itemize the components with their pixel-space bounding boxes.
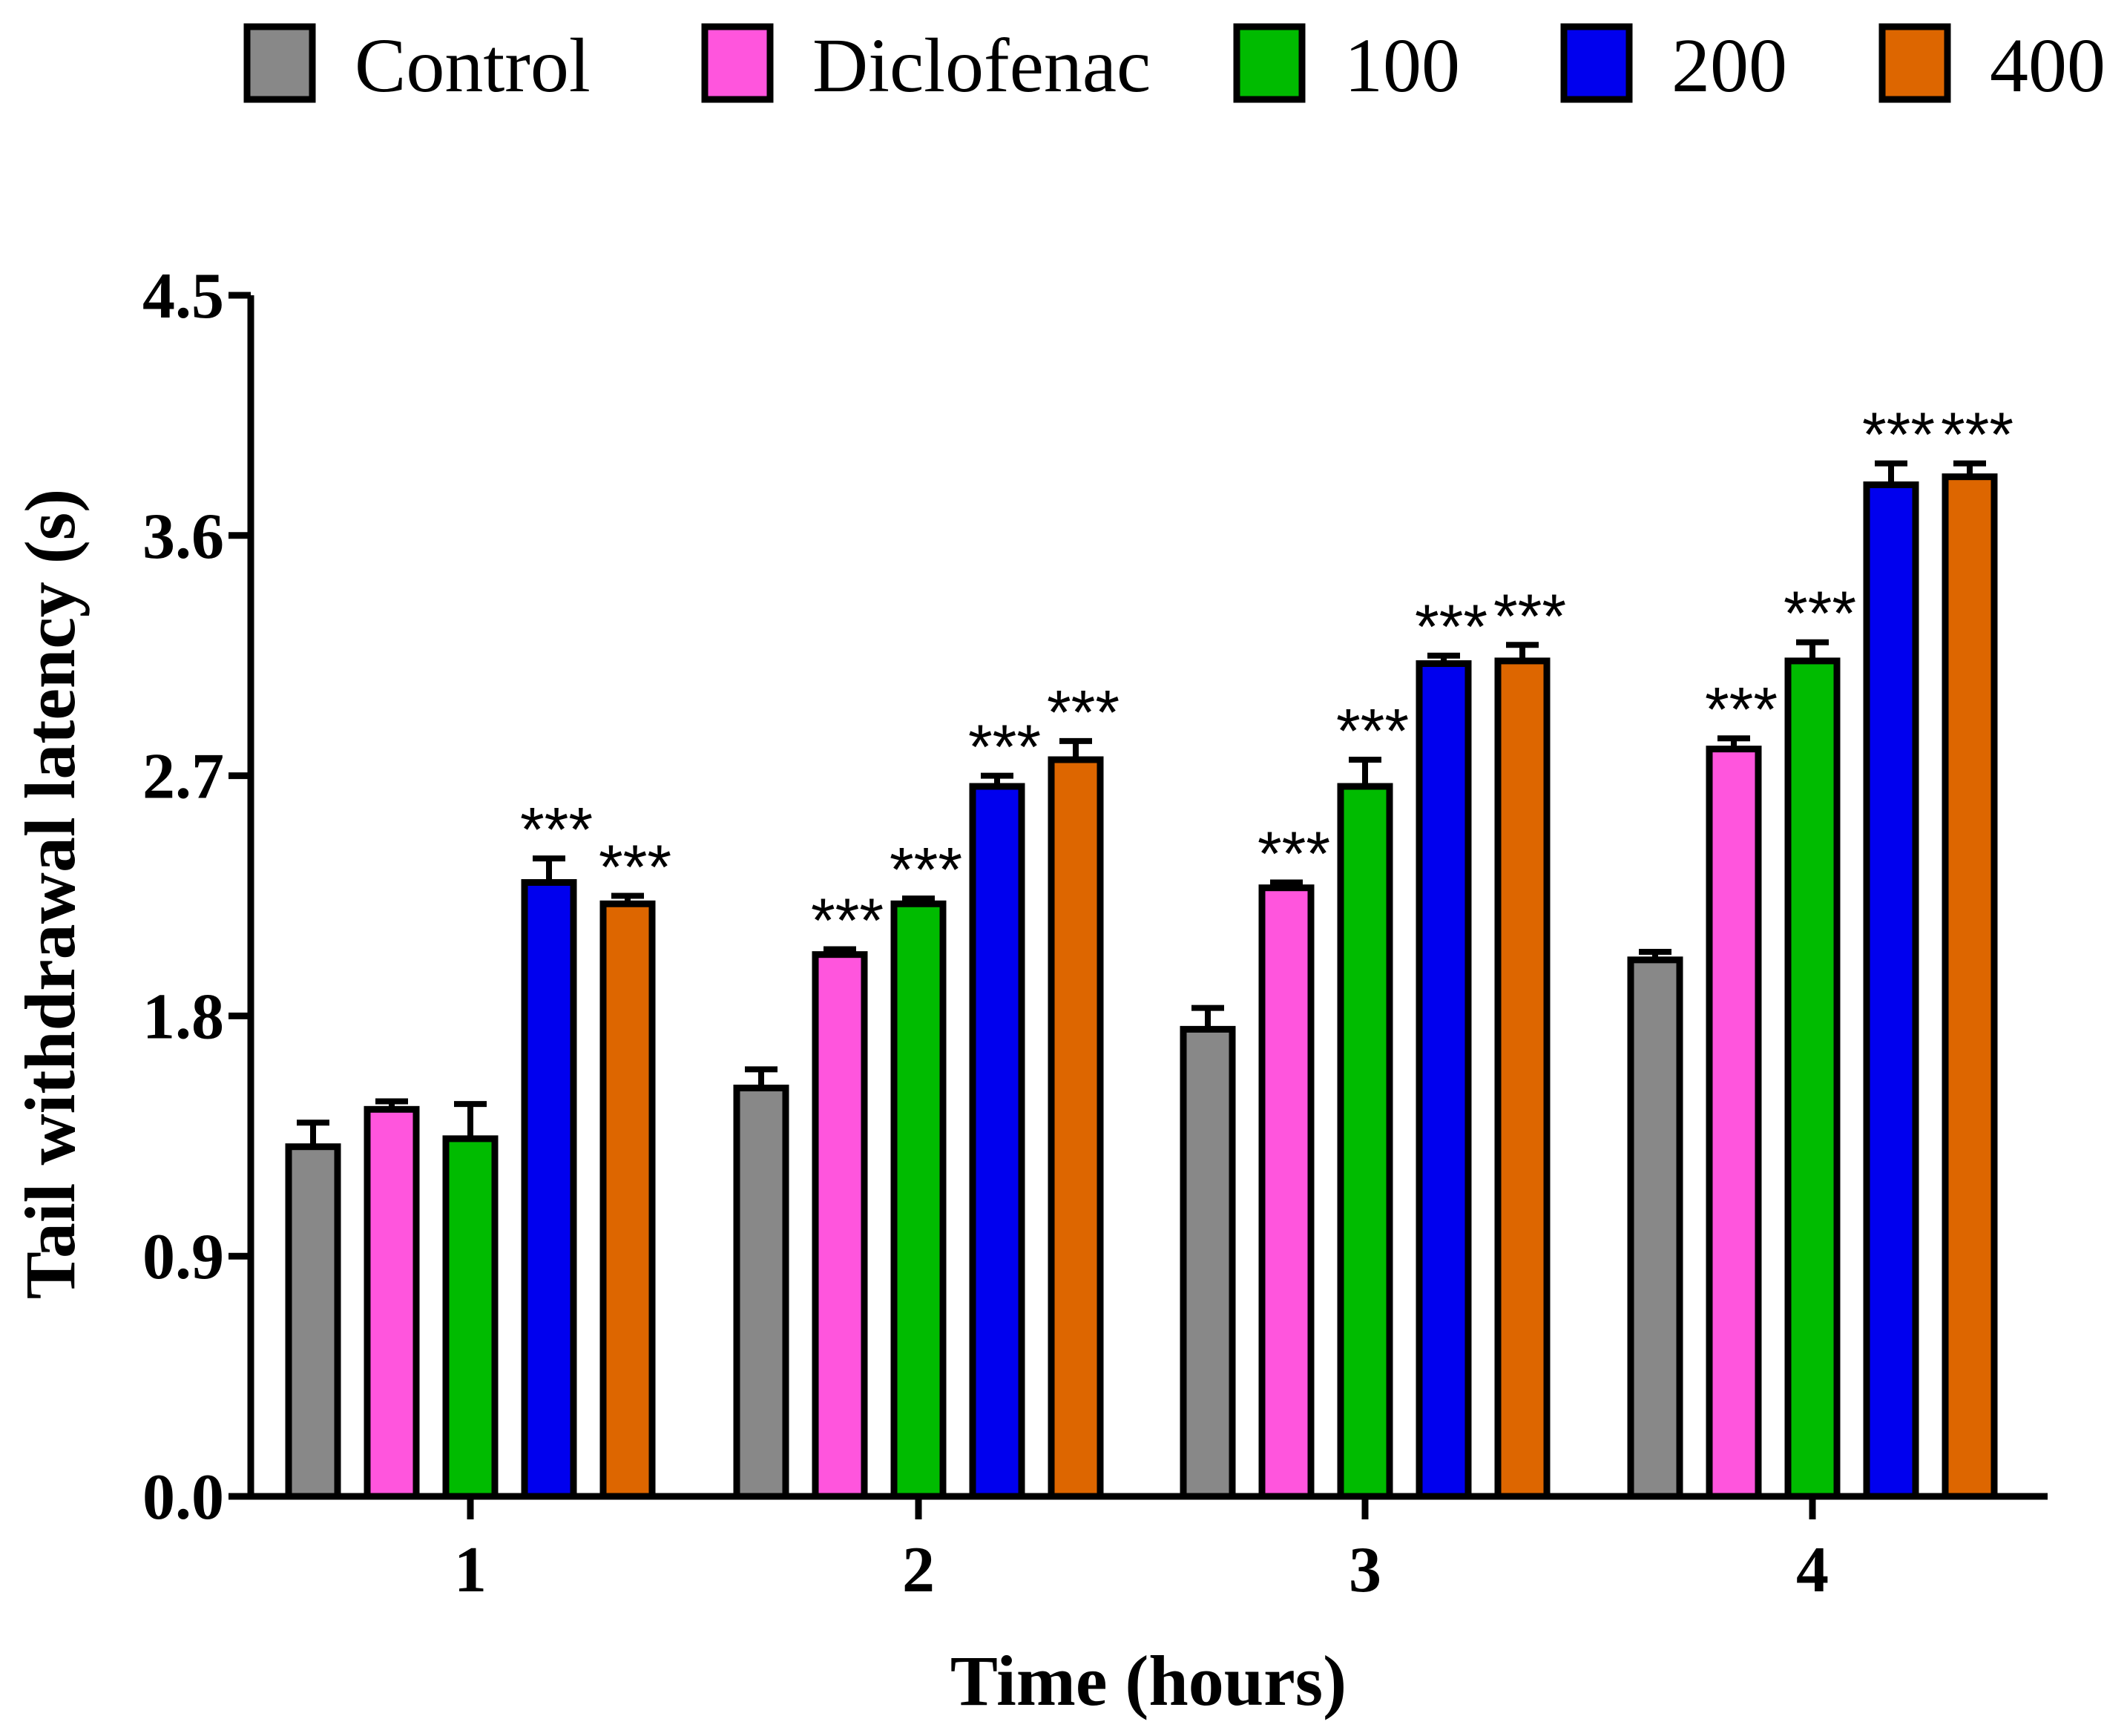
bar-400 xyxy=(1048,756,1104,1500)
legend-label: 200 xyxy=(1671,23,1787,108)
y-tick-label: 3.6 xyxy=(142,501,224,573)
bar-diclofenac xyxy=(812,951,868,1500)
bar-400 xyxy=(1942,473,1998,1500)
y-tick-label: 4.5 xyxy=(142,260,224,332)
legend-label: Diclofenac xyxy=(812,23,1151,108)
x-ticks: 1 2 3 4 xyxy=(454,1496,1829,1606)
legend-label: 100 xyxy=(1344,23,1460,108)
bar-100 xyxy=(442,1135,499,1500)
bar-control xyxy=(1180,1025,1236,1500)
bar-diclofenac xyxy=(364,1105,420,1500)
legend-swatch xyxy=(1560,23,1633,103)
significance-label: *** xyxy=(811,885,884,955)
bar-control xyxy=(1627,956,1683,1500)
significance-label: *** xyxy=(1862,400,1935,470)
bar-control xyxy=(285,1143,341,1500)
y-tick-label: 0.0 xyxy=(142,1462,224,1533)
x-tick-label: 3 xyxy=(1349,1534,1381,1606)
legend-label: 400 xyxy=(1990,23,2105,108)
legend: Control Diclofenac 100 200 400 xyxy=(243,23,2105,108)
bar-400 xyxy=(599,900,656,1500)
y-tick-label: 2.7 xyxy=(142,741,224,813)
bar-100 xyxy=(1784,657,1841,1500)
bar-100 xyxy=(1337,783,1393,1500)
x-tick-label: 1 xyxy=(454,1534,487,1606)
bars: *************** ************ ************ *… xyxy=(285,400,2013,1500)
y-tick-label: 1.8 xyxy=(142,981,224,1053)
significance-label: *** xyxy=(1784,579,1856,648)
legend-swatch xyxy=(1878,23,1951,103)
bar-control xyxy=(733,1085,789,1500)
bar-200 xyxy=(1416,660,1472,1500)
significance-label: *** xyxy=(1336,696,1409,766)
bar-diclofenac xyxy=(1706,746,1762,1500)
legend-label: Control xyxy=(355,23,591,108)
bar-200 xyxy=(969,783,1025,1500)
significance-label: *** xyxy=(1258,819,1330,889)
significance-label: *** xyxy=(520,795,593,864)
y-ticks: 0.0 0.9 1.8 2.7 3.6 4.5 xyxy=(142,260,251,1533)
bar-100 xyxy=(890,900,947,1500)
bar-diclofenac xyxy=(1258,884,1315,1500)
x-tick-label: 2 xyxy=(902,1534,935,1606)
legend-swatch xyxy=(701,23,774,103)
significance-label: *** xyxy=(1493,581,1566,651)
bar-200 xyxy=(1863,481,1919,1500)
significance-label: *** xyxy=(1047,677,1120,747)
x-axis-title: Time (hours) xyxy=(950,1641,1347,1720)
bar-200 xyxy=(521,879,577,1500)
significance-label: *** xyxy=(1705,674,1778,744)
bar-400 xyxy=(1494,657,1551,1500)
y-axis-title: Tail withdrawal latency (s) xyxy=(10,489,90,1299)
significance-label: *** xyxy=(968,712,1041,782)
legend-swatch xyxy=(1233,23,1306,103)
significance-label: *** xyxy=(599,832,671,902)
significance-label: *** xyxy=(1415,592,1487,662)
axes xyxy=(247,295,2048,1500)
x-tick-label: 4 xyxy=(1796,1534,1829,1606)
y-tick-label: 0.9 xyxy=(142,1221,224,1293)
significance-label: *** xyxy=(1941,400,2013,470)
legend-swatch xyxy=(243,23,316,103)
significance-label: *** xyxy=(890,835,962,904)
